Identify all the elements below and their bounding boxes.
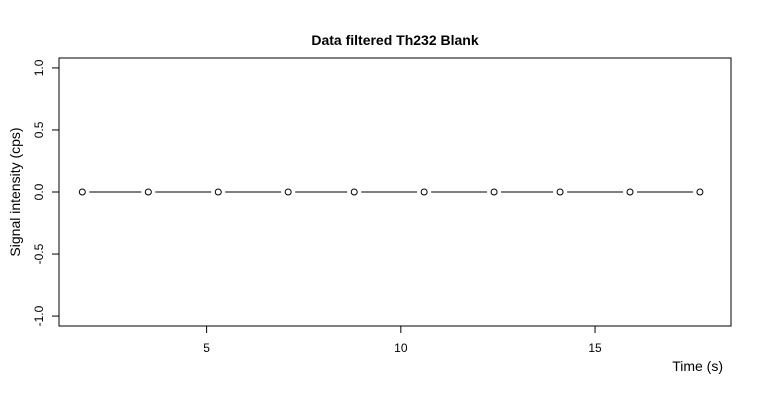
x-axis-label: Time (s) xyxy=(672,358,723,374)
data-point xyxy=(696,188,704,196)
data-point xyxy=(350,188,358,196)
chart-title: Data filtered Th232 Blank xyxy=(311,32,478,48)
data-point xyxy=(284,188,292,196)
y-axis-label: Signal intensity (cps) xyxy=(7,127,23,256)
x-tick-label: 10 xyxy=(394,341,408,355)
data-point xyxy=(490,188,498,196)
x-tick-label: 5 xyxy=(203,341,210,355)
data-point xyxy=(420,188,428,196)
x-tick-label: 15 xyxy=(588,341,602,355)
data-point xyxy=(556,188,564,196)
y-tick-label: 0.5 xyxy=(32,121,46,138)
data-point xyxy=(214,188,222,196)
y-tick-label: 0.0 xyxy=(32,183,46,200)
data-point xyxy=(78,188,86,196)
y-tick-label: -0.5 xyxy=(32,243,46,264)
series-layer xyxy=(78,188,704,196)
y-axis: -1.0 -0.5 0.0 0.5 1.0 xyxy=(32,59,59,326)
x-axis: 5 10 15 xyxy=(203,326,602,355)
y-tick-label: -1.0 xyxy=(32,305,46,326)
data-point xyxy=(144,188,152,196)
data-point xyxy=(626,188,634,196)
y-tick-label: 1.0 xyxy=(32,59,46,76)
